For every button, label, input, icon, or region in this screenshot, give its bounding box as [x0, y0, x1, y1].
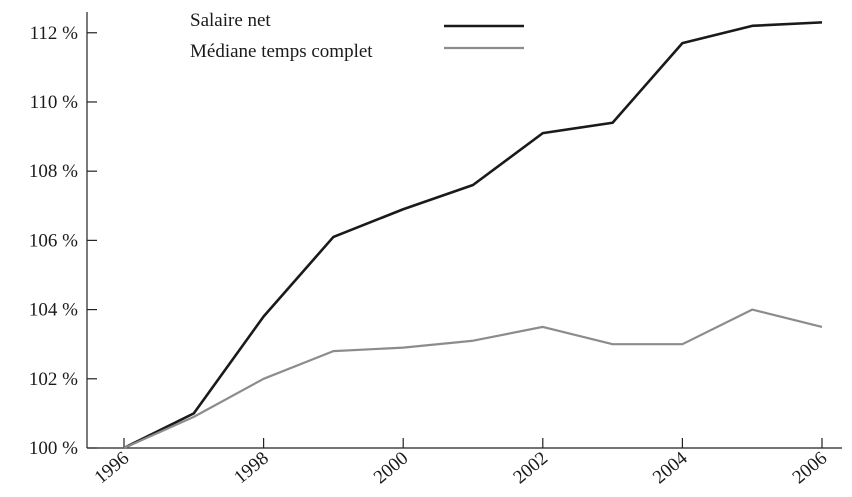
legend: Salaire net Médiane temps complet	[190, 10, 524, 62]
y-ticks: 100 % 102 % 104 % 106 % 108 % 110 % 112 %	[29, 23, 97, 459]
axes	[86, 12, 842, 449]
legend-label-mediane-temps-complet: Médiane temps complet	[190, 41, 373, 62]
y-tick-label: 104 %	[29, 300, 78, 321]
y-tick-label: 102 %	[29, 369, 78, 390]
x-tick-label: 2004	[649, 447, 692, 488]
x-tick-label: 2000	[370, 448, 413, 489]
series-line-mediane-temps-complet	[123, 308, 823, 450]
series-line-salaire-net	[123, 21, 823, 450]
y-tick-label: 112 %	[30, 23, 79, 44]
x-ticks: 1996 1998 2000 2002 2004 2006	[91, 438, 832, 489]
y-tick-label: 110 %	[30, 92, 79, 113]
y-tick-label: 106 %	[29, 230, 78, 251]
x-tick-label: 2006	[789, 448, 832, 489]
x-tick-label: 2002	[509, 448, 552, 489]
y-tick-label: 100 %	[29, 438, 78, 459]
y-tick-label: 108 %	[29, 161, 78, 182]
legend-label-salaire-net: Salaire net	[190, 10, 271, 31]
x-tick-label: 1996	[91, 448, 134, 489]
series-lines	[123, 21, 823, 450]
x-tick-label: 1998	[230, 448, 273, 489]
